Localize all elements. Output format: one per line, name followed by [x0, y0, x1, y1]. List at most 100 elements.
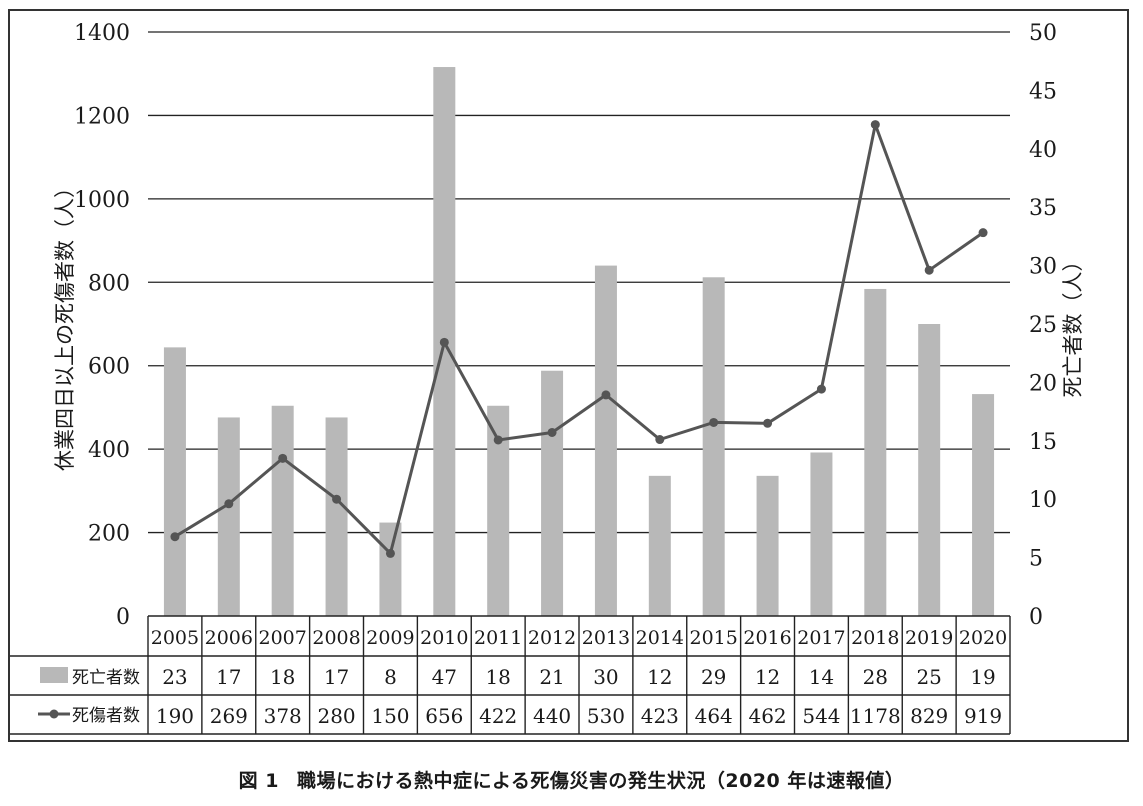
- table-cell-line-2020: 919: [964, 704, 1002, 728]
- legend-label-line: 死傷者数: [72, 706, 140, 726]
- y-left-tick: 1000: [74, 188, 130, 213]
- y-right-tick: 30: [1029, 255, 1057, 280]
- table-cell-line-2018: 1178: [850, 704, 901, 728]
- table-cell-bar-2020: 19: [970, 665, 995, 689]
- x-tick-2016: 2016: [743, 627, 791, 649]
- bar-2014: [648, 475, 671, 616]
- table-cell-line-2008: 280: [317, 704, 355, 728]
- figure-title: 職場における熱中症による死傷災害の発生状況（2020 年は速報値）: [296, 770, 905, 792]
- line-point-2020: [978, 228, 988, 238]
- bar-2009: [379, 522, 402, 616]
- y-left-tick: 1200: [74, 104, 130, 129]
- y-right-tick: 20: [1029, 371, 1057, 396]
- y-left-tick: 200: [88, 522, 130, 547]
- x-tick-2017: 2017: [797, 627, 845, 649]
- table-cell-bar-2009: 8: [384, 665, 397, 689]
- table-cell-line-2007: 378: [264, 704, 302, 728]
- legend-key-bar: [40, 667, 68, 683]
- line-point-2008: [332, 494, 342, 504]
- bar-2019: [918, 324, 941, 616]
- bar-2008: [325, 417, 348, 616]
- y-right-tick: 50: [1029, 21, 1057, 46]
- y-right-tick: 35: [1029, 196, 1057, 221]
- table-cell-bar-2012: 21: [539, 665, 564, 689]
- table-cell-line-2006: 269: [210, 704, 248, 728]
- x-tick-2015: 2015: [690, 627, 738, 649]
- table-cell-bar-2014: 12: [647, 665, 672, 689]
- table-cell-line-2017: 544: [802, 704, 840, 728]
- figure-number: 図 1: [238, 770, 279, 792]
- y-left-axis-title: 休業四日以上の死傷者数（人）: [53, 177, 77, 471]
- line-point-2006: [224, 499, 234, 509]
- line-point-2014: [655, 435, 665, 445]
- line-point-2007: [278, 453, 288, 463]
- table-cell-bar-2018: 28: [863, 665, 888, 689]
- table-cell-bar-2015: 29: [701, 665, 726, 689]
- table-cell-line-2019: 829: [910, 704, 948, 728]
- bar-2007: [271, 405, 294, 616]
- line-point-2012: [547, 427, 557, 437]
- bar-2012: [541, 370, 564, 616]
- legend-key-line-marker: [49, 709, 59, 719]
- y-left-tick: 1400: [74, 21, 130, 46]
- line-series: [174, 123, 984, 555]
- x-tick-2019: 2019: [905, 627, 953, 649]
- table-cell-line-2010: 656: [425, 704, 463, 728]
- table-cell-bar-2010: 47: [432, 665, 457, 689]
- chart-frame: [8, 9, 1129, 742]
- bar-2005: [163, 347, 186, 616]
- bar-2018: [864, 288, 887, 616]
- x-tick-2018: 2018: [851, 627, 899, 649]
- table-cell-bar-2016: 12: [755, 665, 780, 689]
- y-right-tick: 10: [1029, 488, 1057, 513]
- line-point-2009: [385, 548, 395, 558]
- y-right-axis-title: 死亡者数（人）: [1061, 251, 1085, 398]
- line-point-2019: [924, 265, 934, 275]
- bar-2013: [594, 265, 617, 616]
- bar-2017: [810, 452, 833, 616]
- y-left-tick: 600: [88, 355, 130, 380]
- y-right-tick: 40: [1029, 138, 1057, 163]
- x-tick-2009: 2009: [366, 627, 414, 649]
- table-cell-line-2012: 440: [533, 704, 571, 728]
- table-cell-line-2011: 422: [479, 704, 517, 728]
- line-point-2013: [601, 390, 611, 400]
- table-cell-bar-2006: 17: [216, 665, 241, 689]
- table-cell-bar-2013: 30: [593, 665, 618, 689]
- y-right-tick: 0: [1029, 605, 1043, 630]
- y-left-tick: 400: [88, 438, 130, 463]
- table-cell-line-2015: 464: [695, 704, 733, 728]
- bar-2011: [487, 405, 510, 616]
- line-point-2015: [709, 417, 719, 427]
- line-point-2017: [816, 384, 826, 394]
- table-cell-bar-2007: 18: [270, 665, 295, 689]
- x-tick-2013: 2013: [582, 627, 630, 649]
- x-tick-2020: 2020: [959, 627, 1007, 649]
- table-cell-bar-2011: 18: [485, 665, 510, 689]
- x-tick-2014: 2014: [636, 627, 684, 649]
- bar-2016: [756, 475, 779, 616]
- y-right-tick: 45: [1029, 79, 1057, 104]
- x-tick-2007: 2007: [259, 627, 307, 649]
- table-cell-bar-2017: 14: [809, 665, 834, 689]
- bar-2015: [702, 277, 725, 616]
- table-cell-bar-2008: 17: [324, 665, 349, 689]
- x-tick-2012: 2012: [528, 627, 576, 649]
- x-tick-2006: 2006: [205, 627, 253, 649]
- table-cell-line-2005: 190: [156, 704, 194, 728]
- line-point-2010: [439, 337, 449, 347]
- table-cell-line-2016: 462: [748, 704, 786, 728]
- line-point-2016: [763, 418, 773, 428]
- y-right-tick: 5: [1029, 547, 1043, 572]
- table-cell-bar-2019: 25: [916, 665, 941, 689]
- x-tick-2011: 2011: [474, 627, 522, 649]
- table-cell-line-2014: 423: [641, 704, 679, 728]
- y-left-tick: 0: [116, 605, 130, 630]
- x-tick-2008: 2008: [312, 627, 360, 649]
- table-cell-line-2013: 530: [587, 704, 625, 728]
- y-left-tick: 800: [88, 271, 130, 296]
- table-cell-bar-2005: 23: [162, 665, 187, 689]
- x-tick-2010: 2010: [420, 627, 468, 649]
- figure-caption: 図 1 職場における熱中症による死傷災害の発生状況（2020 年は速報値）: [0, 766, 1143, 793]
